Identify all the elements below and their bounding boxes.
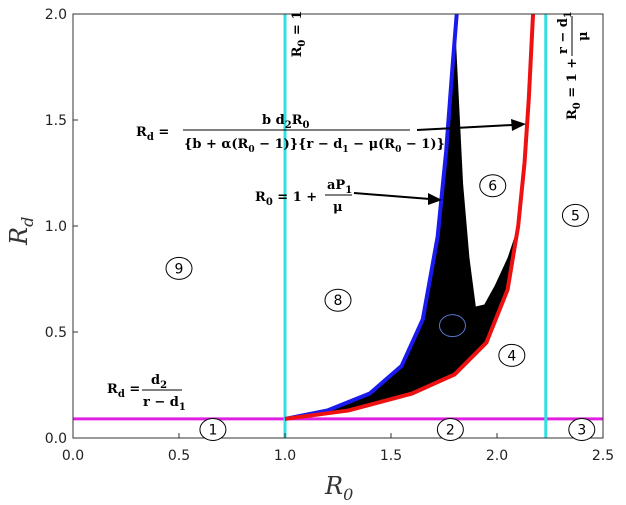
rd-lower-formula: Rd = d2 r − d1 (107, 373, 186, 413)
svg-text:μ: μ (576, 31, 591, 41)
region-label-1: 1 (199, 418, 227, 442)
white-hole-region (454, 14, 534, 307)
y-tick-label: 0.0 (45, 431, 67, 447)
y-tick-label: 1.0 (45, 219, 67, 235)
svg-text:d2: d2 (151, 373, 167, 391)
region-label-3: 3 (568, 418, 596, 442)
x-tick-label: 1.0 (274, 448, 296, 464)
svg-text:b d2R0: b d2R0 (262, 113, 310, 131)
annotation-arrows (353, 119, 526, 205)
red-boundary-curve (284, 14, 536, 421)
region-label-2: 2 (436, 418, 464, 442)
arrowhead-r0 (428, 193, 442, 205)
x-tick-label: 0.0 (62, 448, 84, 464)
region-label-5: 5 (561, 203, 589, 227)
svg-text:5: 5 (571, 208, 580, 224)
r0-equals-one-label: R0 = 1 (290, 11, 308, 58)
x-tick-label: 2.5 (592, 448, 614, 464)
svg-text:9: 9 (175, 261, 184, 277)
svg-text:aP1: aP1 (327, 178, 352, 196)
region-label-4: 4 (498, 343, 526, 367)
svg-text:R0 = 1 +: R0 = 1 + (255, 190, 317, 208)
svg-text:8: 8 (334, 293, 343, 309)
svg-text:{b + α(R0 − 1)}{r − d1 − μ(R0: {b + α(R0 − 1)}{r − d1 − μ(R0 − 1)} (184, 137, 445, 155)
y-tick-label: 2.0 (45, 7, 67, 23)
x-tick-label: 2.0 (486, 448, 508, 464)
y-tick-label: 1.5 (45, 113, 67, 129)
y-axis-label: Rd (5, 217, 37, 246)
arrow-upper-formula (416, 124, 513, 131)
svg-text:1: 1 (208, 423, 217, 439)
svg-text:r − d1: r − d1 (556, 11, 574, 54)
svg-text:Rd =: Rd = (107, 382, 140, 400)
region-label-7: 7 (438, 314, 466, 338)
x-axis-label: R0 (324, 472, 353, 504)
region-label-8: 8 (324, 288, 352, 312)
svg-text:3: 3 (577, 423, 586, 439)
svg-text:4: 4 (507, 348, 516, 364)
region-label-9: 9 (165, 256, 193, 280)
arrow-r0-formula (353, 192, 431, 200)
x-tick-label: 0.5 (168, 448, 190, 464)
plot-area (73, 14, 603, 438)
svg-text:6: 6 (488, 179, 497, 195)
arrowhead-upper (511, 119, 526, 131)
y-tick-label: 0.5 (45, 325, 67, 341)
region-labels: 1 2 3 4 5 6 7 8 9 (165, 174, 596, 442)
svg-text:R0 = 1 +: R0 = 1 + (565, 58, 583, 120)
r0-right-formula: R0 = 1 + r − d1 μ (556, 11, 591, 120)
svg-text:7: 7 (448, 319, 457, 335)
r0-ap1-formula: R0 = 1 + aP1 μ (255, 178, 352, 215)
svg-text:Rd =: Rd = (136, 125, 169, 143)
axis-ticks: 0.0 0.5 1.0 1.5 2.0 2.5 0.0 0.5 1.0 1.5 2.0 (45, 7, 614, 464)
svg-text:μ: μ (333, 200, 343, 215)
rd-upper-formula: Rd = b d2R0 {b + α(R0 − 1)}{r − d1 − μ(R… (136, 113, 445, 155)
region-label-6: 6 (479, 174, 507, 198)
x-tick-label: 1.5 (380, 448, 402, 464)
svg-text:2: 2 (446, 423, 455, 439)
svg-text:r − d1: r − d1 (143, 395, 186, 413)
blue-boundary-curve (284, 14, 459, 421)
